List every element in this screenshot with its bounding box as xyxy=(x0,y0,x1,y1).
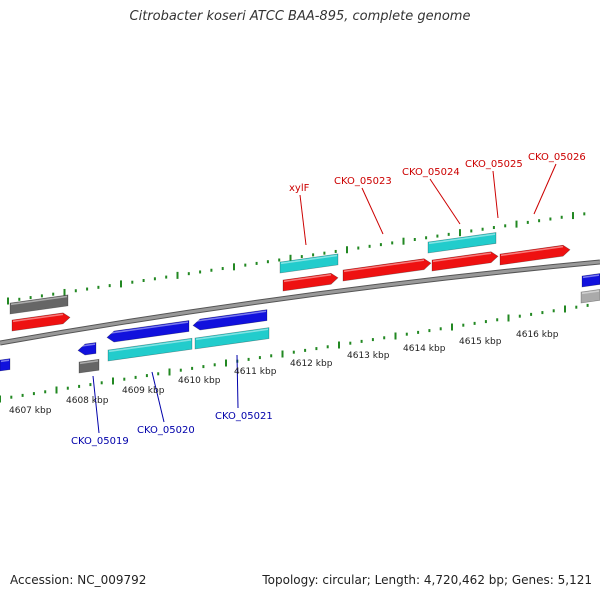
gene-xylF xyxy=(282,272,339,292)
position-labels: 4607 kbp 4608 kbp 4609 kbp 4610 kbp 4611… xyxy=(9,330,559,416)
leader-CKO_05023 xyxy=(361,187,384,235)
genome-backbone xyxy=(0,259,600,346)
position-label-4607: 4607 kbp xyxy=(9,406,52,416)
gene-forward xyxy=(11,312,71,332)
gene-label-CKO_05023[interactable]: CKO_05023 xyxy=(334,176,392,187)
genome-summary-text: Topology: circular; Length: 4,720,462 bp… xyxy=(262,573,592,587)
gene-reverse xyxy=(581,273,600,288)
gene-label-CKO_05026[interactable]: CKO_05026 xyxy=(528,152,586,163)
gene-label-CKO_05021[interactable]: CKO_05021 xyxy=(215,411,273,422)
gene-CKO_05026 xyxy=(499,244,571,266)
leader-CKO_05025 xyxy=(492,170,499,219)
gene-labels: xylF CKO_05023 CKO_05024 CKO_05025 CKO_0… xyxy=(71,152,586,447)
position-label-4615: 4615 kbp xyxy=(459,337,502,347)
gene-features xyxy=(0,232,600,374)
gene-label-CKO_05020[interactable]: CKO_05020 xyxy=(137,425,195,436)
leader-CKO_05020 xyxy=(151,371,165,423)
upper-scale-ticks xyxy=(7,212,586,305)
leader-CKO_05024 xyxy=(429,178,461,225)
gene-reverse-highlight xyxy=(582,274,600,279)
gene-label-CKO_05019[interactable]: CKO_05019 xyxy=(71,436,129,447)
gene-forward-highlight xyxy=(12,313,64,323)
leader-CKO_05026 xyxy=(533,163,557,215)
gene-CKO_05023 xyxy=(342,258,432,282)
gene-CKO_05025-highlight xyxy=(428,233,496,245)
leader-CKO_05019 xyxy=(92,375,100,434)
gene-rna-highlight xyxy=(108,339,192,353)
gene-label-CKO_05024[interactable]: CKO_05024 xyxy=(402,167,460,178)
gene-rna xyxy=(194,327,270,350)
position-label-4616: 4616 kbp xyxy=(516,330,559,340)
position-label-4609: 4609 kbp xyxy=(122,386,165,396)
gene-label-CKO_05025[interactable]: CKO_05025 xyxy=(465,159,523,170)
map-title: Citrobacter koseri ATCC BAA-895, complet… xyxy=(129,9,471,24)
leader-CKO_05021 xyxy=(236,354,239,409)
gene-CKO_05019 xyxy=(78,358,100,374)
accession-text: Accession: NC_009792 xyxy=(10,573,147,587)
gene-CKO_05026-highlight xyxy=(500,245,564,257)
gene-CKO_05024 xyxy=(431,251,499,272)
gene-reverse-highlight xyxy=(78,343,96,348)
gene-rna-highlight xyxy=(280,254,338,265)
gene-label-xylF[interactable]: xylF xyxy=(289,183,310,194)
gene-CKO_05021-highlight xyxy=(193,310,267,323)
gene-pseudo xyxy=(9,294,69,315)
position-label-4614: 4614 kbp xyxy=(403,344,446,354)
gene-reverse xyxy=(77,342,97,356)
gene-CKO_05025 xyxy=(427,232,497,254)
gene-CKO_05024-highlight xyxy=(432,252,492,263)
leader-xylF xyxy=(299,194,307,246)
gene-other-highlight xyxy=(581,290,600,295)
label-leader-lines xyxy=(92,163,557,434)
gene-reverse xyxy=(0,358,11,372)
position-label-4613: 4613 kbp xyxy=(347,351,390,361)
position-label-4608: 4608 kbp xyxy=(66,396,109,406)
gene-rna xyxy=(279,253,339,274)
gene-CKO_05021 xyxy=(192,309,268,331)
gene-other xyxy=(580,289,600,304)
gene-rna xyxy=(107,337,193,362)
gene-CKO_05020-highlight xyxy=(107,321,189,335)
gene-CKO_05019-highlight xyxy=(79,360,99,365)
gene-rna-highlight xyxy=(195,328,269,341)
position-label-4611: 4611 kbp xyxy=(234,367,277,377)
gene-CKO_05020 xyxy=(106,320,190,343)
position-label-4610: 4610 kbp xyxy=(178,376,221,386)
gene-xylF-highlight xyxy=(283,274,332,283)
gene-reverse-highlight xyxy=(0,359,10,363)
gene-CKO_05023-highlight xyxy=(343,259,425,273)
gene-pseudo-highlight xyxy=(10,295,68,306)
position-label-4612: 4612 kbp xyxy=(290,359,333,369)
